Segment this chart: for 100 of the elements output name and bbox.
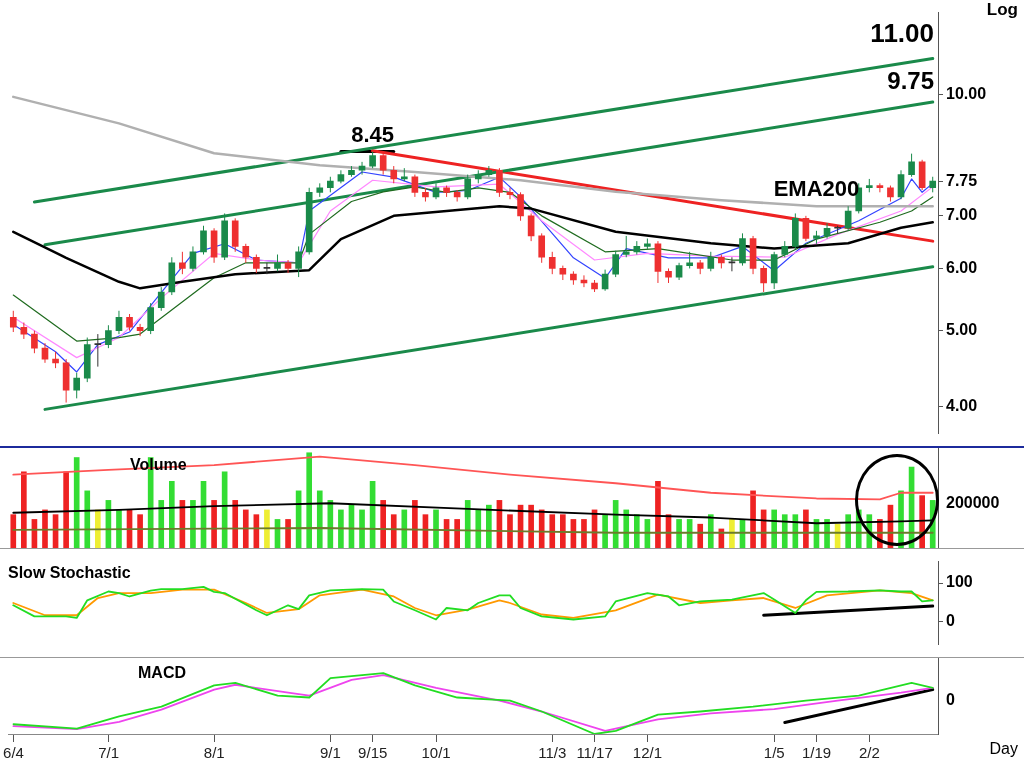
bar [232, 500, 239, 548]
bar [338, 509, 344, 548]
bar [158, 500, 165, 548]
x-tick-label: 2/2 [858, 744, 880, 762]
bar [486, 504, 492, 548]
x-tick-label: 1/5 [763, 744, 785, 762]
bar [316, 490, 323, 548]
candlestick [126, 313, 133, 332]
candlestick [887, 185, 894, 203]
bar [803, 509, 809, 548]
bar [528, 504, 534, 548]
bar [612, 500, 619, 548]
bar [412, 500, 418, 548]
x-tick-label: 9/1 [320, 744, 341, 762]
bar [507, 514, 513, 548]
y-tick-label: 6.00 [946, 258, 978, 276]
bar [401, 509, 408, 548]
bar [306, 452, 313, 548]
y-tick-label: 5.00 [946, 321, 978, 339]
x-tick-label: 12/1 [632, 744, 663, 762]
candlestick [400, 167, 408, 182]
x-axis-title: Day [989, 740, 1018, 758]
candlestick [274, 254, 281, 272]
bar [845, 514, 851, 548]
x-tick-label: 8/1 [203, 744, 225, 762]
x-tick-label: 7/1 [98, 744, 119, 762]
candlestick [496, 167, 503, 198]
bar [380, 500, 386, 548]
x-tick-label: 11/3 [538, 744, 567, 762]
candlestick [865, 178, 873, 193]
y-tick-label: 4.00 [946, 397, 978, 415]
candlestick [686, 251, 693, 269]
y-tick-label: 0 [946, 611, 955, 629]
bar [433, 509, 439, 548]
candlestick [707, 251, 715, 272]
candlestick [295, 245, 302, 278]
candlestick [622, 235, 630, 258]
bar [10, 514, 17, 548]
annotation: 8.45 [351, 121, 395, 147]
bar [21, 471, 27, 548]
candlestick [379, 153, 387, 176]
candlestick [179, 251, 186, 275]
bar [602, 514, 608, 548]
x-tick-label: 11/17 [576, 744, 613, 762]
candlestick [844, 205, 852, 232]
annotation: 11.00 [870, 18, 934, 49]
bar [390, 514, 397, 548]
bar [63, 471, 69, 548]
candlestick [633, 240, 641, 256]
y-tick-label: 10.00 [946, 84, 987, 102]
candlestick [348, 165, 355, 178]
bar [84, 490, 91, 548]
bar [655, 481, 661, 548]
bar [73, 457, 80, 548]
candlestick [369, 151, 376, 169]
candlestick [517, 191, 524, 222]
candlestick [538, 232, 546, 264]
bar [919, 495, 925, 548]
text: 200000 [946, 494, 1000, 512]
candlestick [739, 232, 746, 267]
candlestick [9, 310, 17, 333]
bar [707, 514, 714, 548]
candlestick [443, 185, 450, 198]
bar [264, 509, 270, 548]
bar [359, 509, 365, 548]
x-tick-label: 6/4 [3, 744, 24, 762]
candlestick [644, 238, 651, 250]
bar [464, 500, 471, 548]
candlestick [168, 256, 176, 296]
x-tick-label: 10/1 [421, 744, 451, 762]
candlestick [612, 250, 619, 278]
candlestick [94, 333, 102, 368]
annotation: 9.75 [887, 66, 934, 94]
y-tick-label: 100 [946, 573, 973, 591]
bar [242, 509, 249, 548]
bar [676, 519, 682, 548]
candlestick [200, 225, 207, 256]
candlestick [770, 251, 778, 290]
chart-title: MACD [138, 664, 186, 682]
candlestick [696, 259, 704, 275]
bar [549, 514, 556, 548]
candlestick [781, 240, 789, 258]
candlestick [83, 337, 91, 383]
bar [168, 481, 175, 548]
candlestick [242, 243, 250, 264]
y-tick-label: 7.00 [946, 206, 978, 224]
bar [137, 514, 143, 548]
text: Log [986, 0, 1018, 20]
candlestick [147, 302, 154, 335]
x-tick-label: 1/19 [801, 744, 832, 762]
bar [581, 519, 587, 548]
bar [116, 509, 122, 548]
bar [454, 519, 460, 548]
bar [95, 509, 101, 548]
candlestick [474, 169, 482, 184]
candlestick [548, 251, 556, 275]
candlestick [316, 182, 324, 198]
candlestick [231, 217, 239, 253]
bar [285, 519, 291, 548]
candlestick [105, 324, 112, 349]
